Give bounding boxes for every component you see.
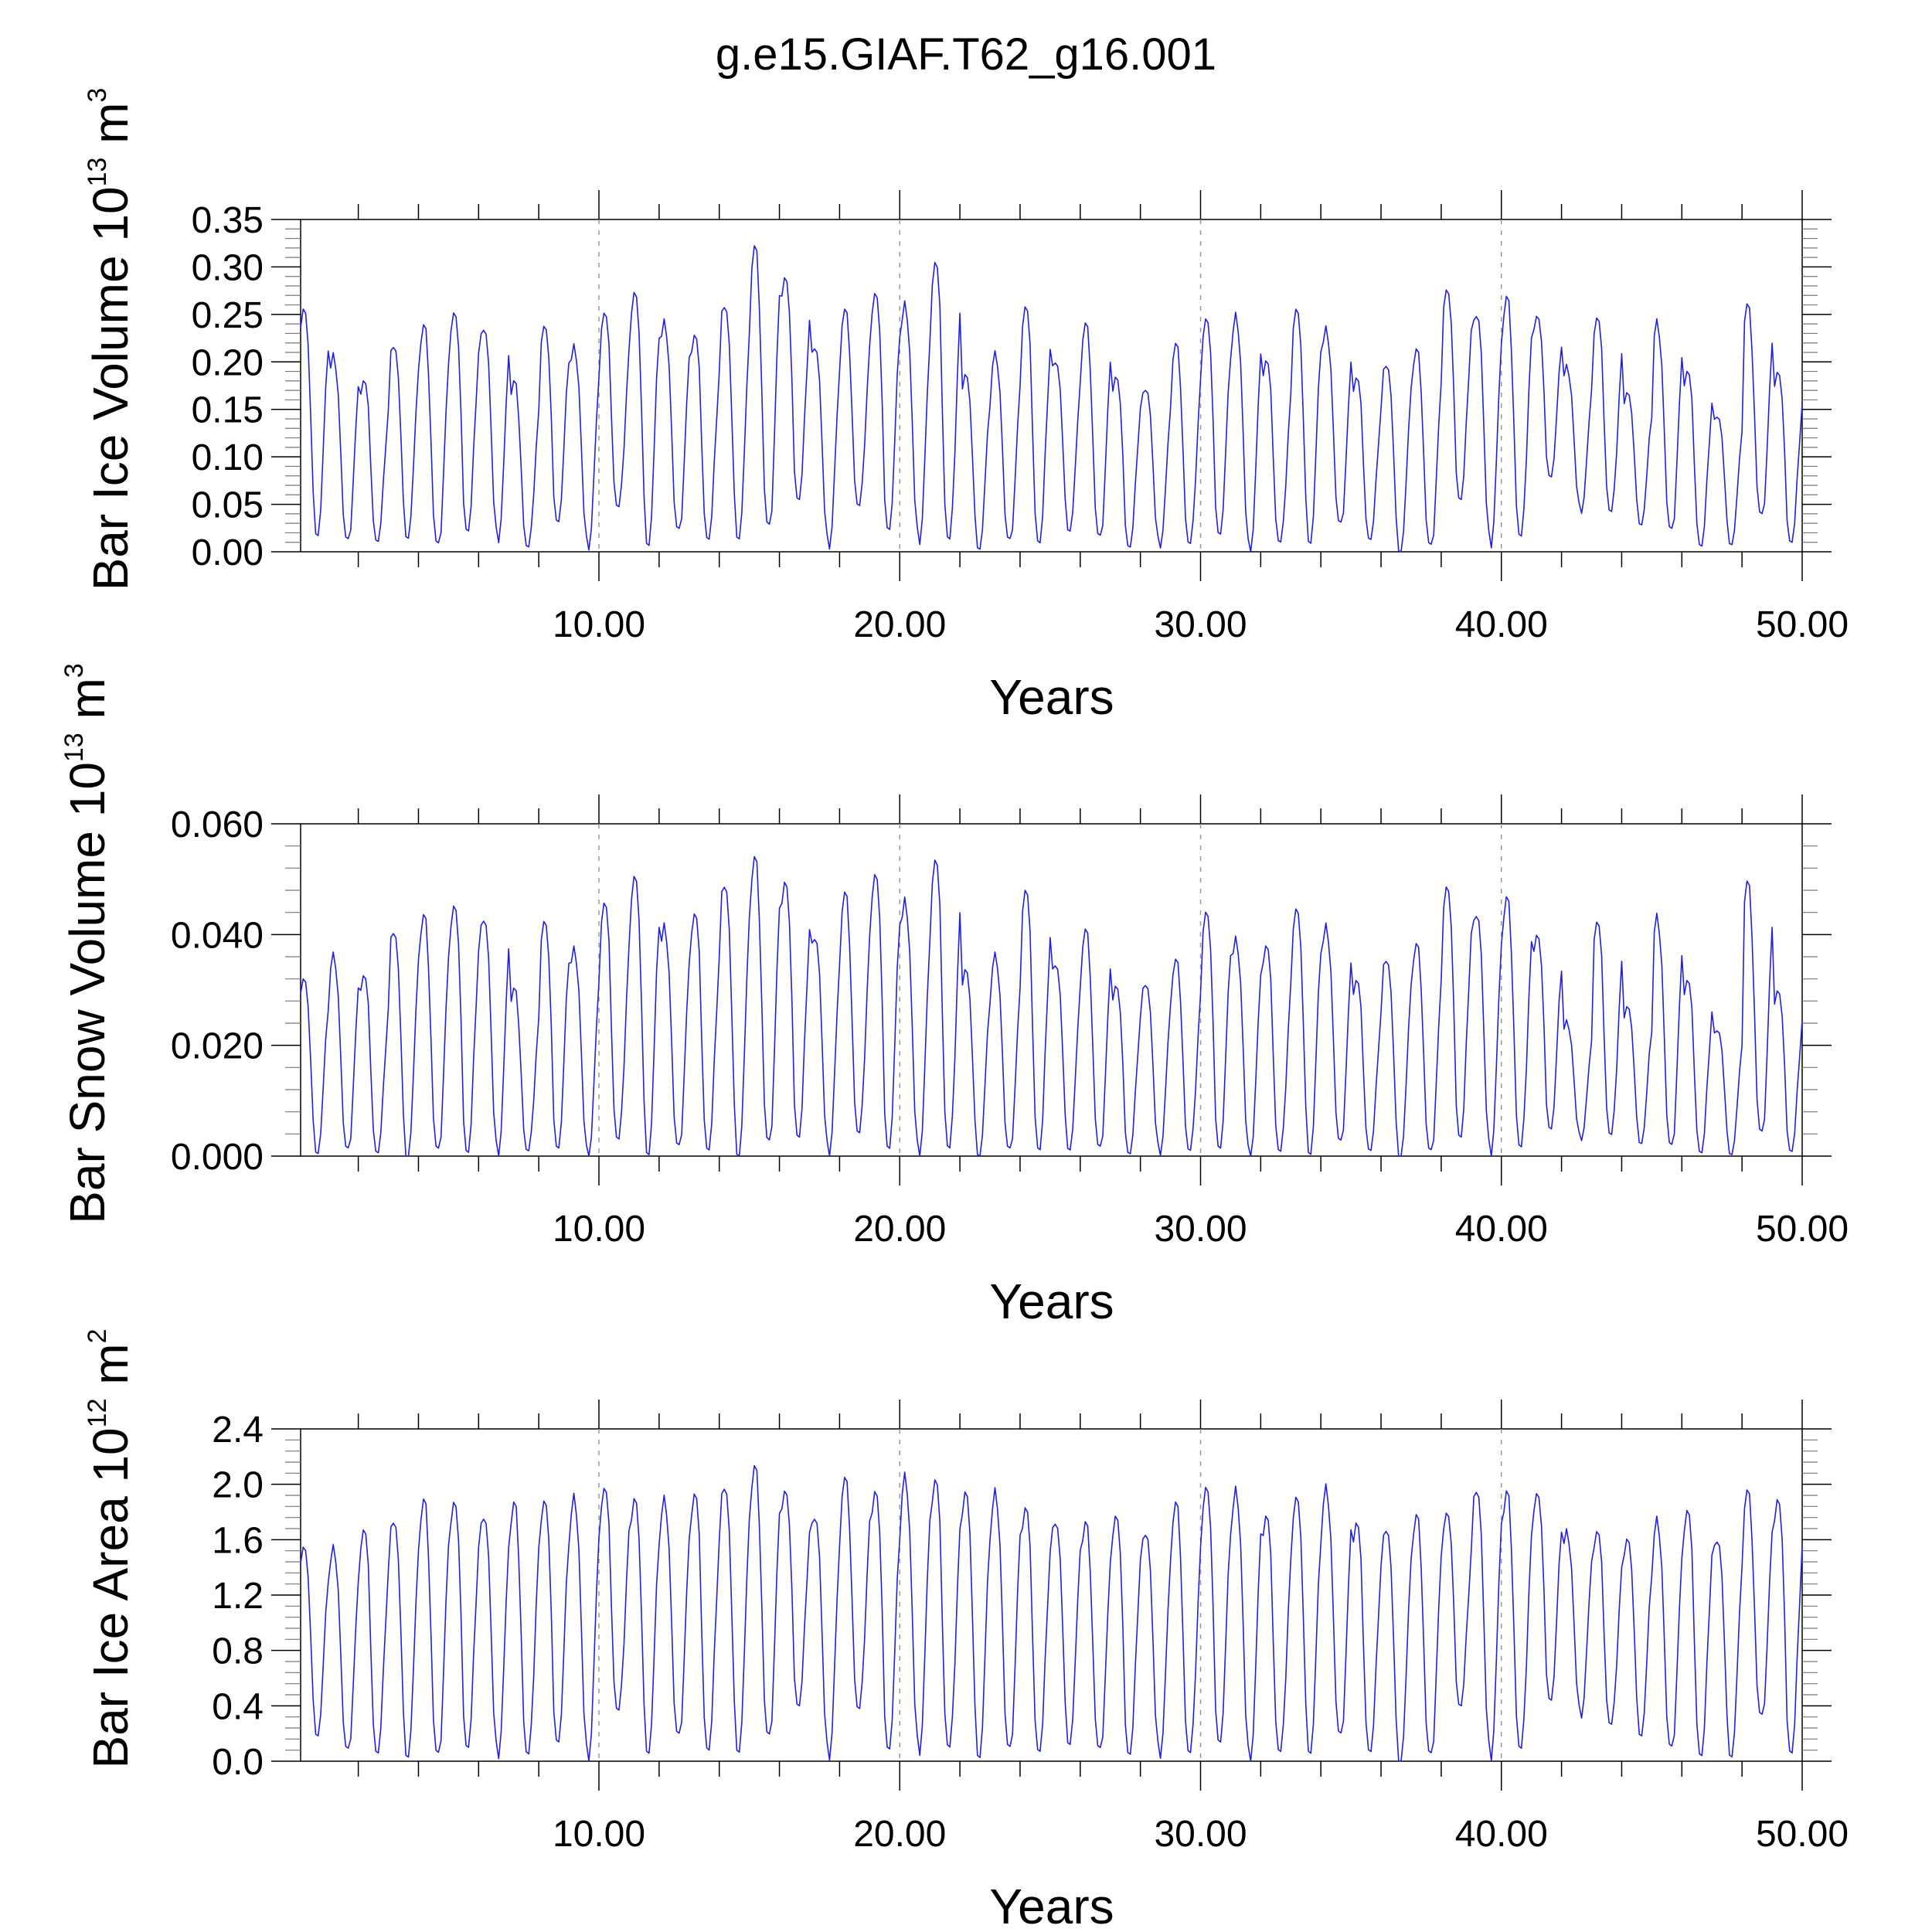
plot-frame <box>300 823 1803 1157</box>
panels-container: 10.00 20.00 30.00 40.00 50.00 0.00 0.05 0.10 0.1… <box>60 88 1849 1932</box>
x-tick-label: 50.00 <box>1756 1209 1849 1250</box>
y-tick-label: 0.060 <box>171 804 264 845</box>
y-tick-label: 0.10 <box>192 437 264 478</box>
y-tick-label: 0.040 <box>171 915 264 956</box>
y-tick-label: 0.05 <box>192 485 264 526</box>
x-tick-label: 40.00 <box>1455 604 1548 645</box>
y-tick-label: 2.4 <box>212 1410 264 1451</box>
series-line <box>300 855 1803 1157</box>
x-axis-title: Years <box>989 1274 1114 1329</box>
y-axis-title: Bar Snow Volume 1013 m3 <box>60 663 115 1224</box>
y-tick-label: 0.020 <box>171 1026 264 1067</box>
x-tick-label: 50.00 <box>1756 1814 1849 1855</box>
x-tick-label: 10.00 <box>553 604 645 645</box>
y-tick-label: 2.0 <box>212 1465 264 1506</box>
y-tick-label: 0.0 <box>212 1742 264 1783</box>
x-tick-label: 30.00 <box>1154 604 1247 645</box>
x-tick-label: 40.00 <box>1455 1814 1548 1855</box>
x-tick-label: 30.00 <box>1154 1209 1247 1250</box>
y-tick-label: 0.000 <box>171 1137 264 1178</box>
y-tick-label: 0.4 <box>212 1686 264 1727</box>
y-tick-label: 0.30 <box>192 247 264 288</box>
y-tick-label: 0.35 <box>192 200 264 241</box>
x-tick-label: 20.00 <box>853 1209 946 1250</box>
panel-1: 10.00 20.00 30.00 40.00 50.00 0.00 0.05 0.10 0.1… <box>83 88 1849 725</box>
y-tick-label: 1.6 <box>212 1520 264 1561</box>
y-tick-label: 1.2 <box>212 1576 264 1617</box>
y-tick-label: 0.20 <box>192 342 264 383</box>
figure-title: g.e15.GIAF.T62_g16.001 <box>716 29 1216 80</box>
y-axis-title: Bar Ice Volume 1013 m3 <box>83 88 138 591</box>
x-tick-label: 40.00 <box>1455 1209 1548 1250</box>
x-tick-label: 20.00 <box>853 1814 946 1855</box>
x-axis-title: Years <box>989 1879 1114 1932</box>
y-axis-title: Bar Ice Area 1012 m2 <box>83 1329 138 1769</box>
x-tick-label: 10.00 <box>553 1814 645 1855</box>
x-tick-label: 30.00 <box>1154 1814 1247 1855</box>
y-tick-label: 0.00 <box>192 532 264 573</box>
y-tick-label: 0.15 <box>192 390 264 431</box>
series-line <box>300 1464 1803 1762</box>
series-line <box>300 245 1803 553</box>
x-tick-label: 20.00 <box>853 604 946 645</box>
y-tick-label: 0.8 <box>212 1631 264 1672</box>
x-tick-label: 10.00 <box>553 1209 645 1250</box>
panel-2: 10.00 20.00 30.00 40.00 50.00 0.000 0.020 0.040… <box>60 663 1849 1329</box>
x-tick-label: 50.00 <box>1756 604 1849 645</box>
panel-3: 10.00 20.00 30.00 40.00 50.00 0.0 0.4 0.8 1.2 1.6… <box>83 1329 1849 1932</box>
plot-frame <box>300 1428 1803 1762</box>
plot-frame <box>300 219 1803 553</box>
x-axis-title: Years <box>989 669 1114 725</box>
y-tick-label: 0.25 <box>192 295 264 336</box>
